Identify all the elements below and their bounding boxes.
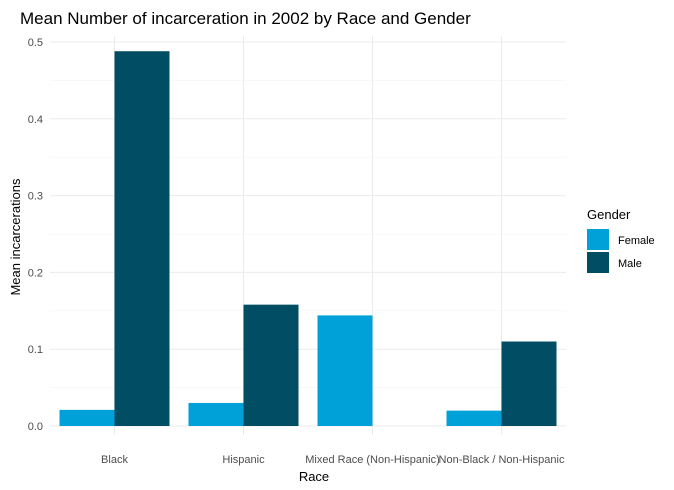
y-tick-label: 0.3 [28,191,43,203]
x-axis-ticks: Black Hispanic Mixed Race (Non-Hispanic)No… [101,454,565,466]
y-tick-label: 0.0 [28,421,43,433]
legend-label-female: Female [618,235,655,247]
x-axis-title: Race [299,469,329,484]
x-tick-label: Black [101,454,128,466]
y-tick-label: 0.5 [28,37,43,49]
y-tick-label: 0.2 [28,267,43,279]
legend-swatch-male [587,252,609,273]
x-tick-label: Mixed Race (Non-Hispanic) [305,454,440,466]
bar-male-0 [114,51,170,426]
bar-female-3 [446,410,502,426]
bar-female-0 [59,409,115,426]
x-tick-label: Non-Black / Non-Hispanic [439,454,565,466]
y-axis-title: Mean incarcerations [8,178,23,296]
chart-title: Mean Number of incarceration in 2002 by … [20,9,471,28]
legend-label-male: Male [618,258,642,270]
legend-title: Gender [587,207,631,222]
x-tick-label: Hispanic [222,454,265,466]
bar-female-2 [317,315,373,426]
legend: Gender Female Male [587,207,655,273]
legend-swatch-female [587,229,609,250]
bars [59,51,557,426]
y-axis-ticks: 0.0 0.1 0.2 0.3 0.4 0.5 [28,37,43,433]
bar-male-3 [501,341,557,426]
bar-female-1 [188,402,244,426]
y-tick-label: 0.4 [28,114,43,126]
y-tick-label: 0.1 [28,344,43,356]
bar-male-1 [243,304,299,426]
